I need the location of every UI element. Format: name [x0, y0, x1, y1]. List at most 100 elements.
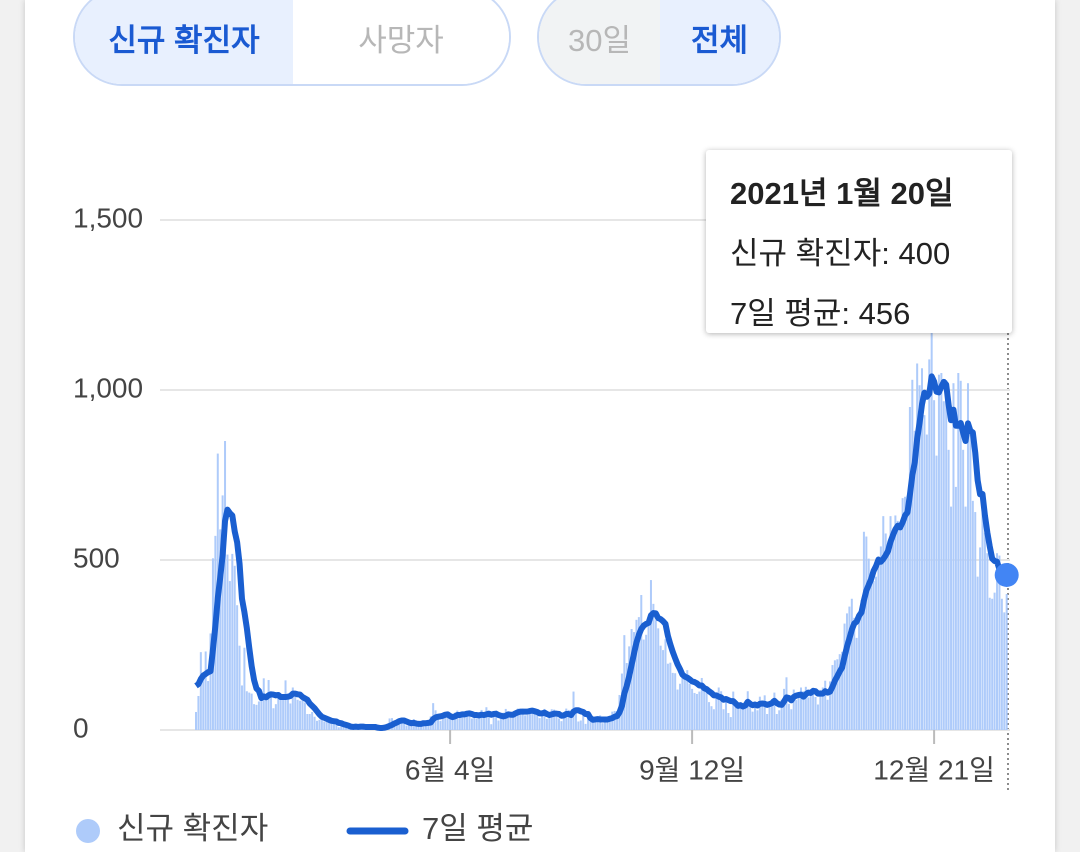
bar [565, 708, 568, 730]
bar [265, 700, 268, 730]
range-button[interactable]: 30일 [539, 0, 660, 84]
bar [792, 689, 795, 730]
bar [795, 700, 798, 730]
bar [1000, 598, 1003, 730]
bar [318, 719, 321, 730]
bar [649, 580, 652, 730]
bar [889, 516, 892, 730]
bar [976, 576, 979, 730]
bar [616, 710, 619, 730]
bar [437, 716, 439, 730]
bar [458, 717, 461, 730]
tooltip-row: 7일 평균: 456 [730, 284, 988, 344]
bar [729, 717, 732, 730]
bar [829, 681, 832, 730]
bar [966, 383, 969, 730]
bar [913, 430, 916, 730]
bar [899, 528, 902, 730]
tooltip-sep: : [841, 296, 851, 331]
bar [473, 717, 476, 730]
bar [775, 714, 778, 730]
bar [299, 700, 302, 730]
bar [659, 645, 662, 730]
bar [536, 714, 539, 730]
bar [582, 713, 585, 730]
bar [570, 716, 573, 730]
bar [226, 554, 229, 730]
bar [831, 665, 834, 730]
metric-button[interactable]: 신규 확진자 [75, 0, 293, 84]
bar [908, 407, 911, 730]
bar [325, 720, 328, 730]
bar [686, 670, 689, 730]
bar [983, 532, 986, 730]
bar [461, 713, 464, 730]
bar [492, 714, 495, 730]
bar [860, 600, 863, 730]
bar [853, 617, 856, 730]
bar [400, 720, 403, 730]
tooltip-value: 400 [898, 236, 951, 271]
bar [328, 720, 331, 730]
bar [533, 713, 536, 730]
bar [499, 716, 502, 730]
bar [219, 529, 222, 730]
bar [700, 677, 703, 730]
bar [964, 506, 967, 730]
bar [449, 716, 452, 730]
bar [824, 680, 827, 730]
bar [608, 718, 611, 730]
bar [833, 660, 836, 730]
legend-label: 7일 평균 [422, 811, 533, 846]
bar [562, 714, 565, 730]
bar [291, 687, 294, 730]
bar [928, 359, 931, 730]
range-button[interactable]: 전체 [659, 0, 779, 84]
bar [475, 718, 478, 730]
bar [778, 710, 781, 730]
metric-button[interactable]: 사망자 [293, 0, 509, 84]
bar [766, 714, 769, 730]
bar [790, 709, 793, 730]
bar [250, 693, 253, 730]
bar [843, 623, 846, 730]
bar [507, 715, 510, 730]
bar [814, 697, 817, 730]
bar [681, 676, 684, 730]
bar [754, 705, 757, 730]
bar [207, 681, 210, 730]
bar [698, 691, 701, 730]
bar [204, 651, 207, 730]
bar [925, 434, 928, 730]
bar [708, 702, 711, 730]
card: 신규 확진자 사망자 30일 전체 [25, 0, 1055, 852]
bar [802, 691, 805, 730]
bar [594, 718, 597, 730]
bar [746, 691, 749, 730]
bar [841, 651, 844, 730]
bar [528, 709, 531, 730]
bar [345, 726, 348, 730]
bar [710, 706, 713, 730]
bar [282, 699, 285, 730]
bar [311, 711, 314, 730]
bar [821, 687, 824, 730]
bar [923, 415, 926, 730]
bar [296, 699, 299, 730]
bar [514, 711, 517, 730]
bar [231, 553, 234, 730]
bar [693, 692, 696, 730]
tooltip-value: 456 [858, 296, 911, 331]
bar [751, 711, 754, 730]
bar [516, 708, 519, 730]
tooltip-row: 신규 확진자: 400 [730, 224, 988, 284]
bar [935, 455, 938, 730]
bar [427, 723, 430, 730]
bar [884, 533, 887, 730]
bar [662, 650, 665, 730]
bar [744, 704, 747, 730]
bar [717, 687, 720, 730]
bar [761, 701, 764, 730]
bar [969, 434, 972, 730]
